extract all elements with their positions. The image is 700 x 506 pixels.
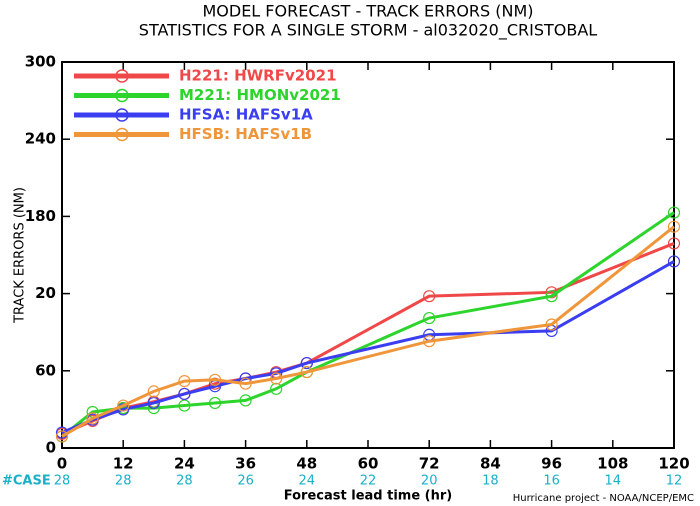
data-point bbox=[270, 372, 283, 385]
y-tick-label: 20 bbox=[35, 284, 56, 302]
case-label: #CASE bbox=[2, 474, 51, 489]
data-point bbox=[147, 385, 160, 398]
case-count: 16 bbox=[543, 474, 560, 489]
case-count: 28 bbox=[176, 474, 193, 489]
case-count: 18 bbox=[482, 474, 499, 489]
legend-label: M221: HMONv2021 bbox=[179, 86, 341, 104]
case-count: 28 bbox=[54, 474, 71, 489]
y-tick-label: 0 bbox=[46, 439, 56, 457]
data-point bbox=[178, 374, 191, 388]
series-line bbox=[61, 242, 675, 436]
data-point bbox=[667, 237, 681, 250]
legend-marker bbox=[115, 108, 129, 122]
x-tick-label: 0 bbox=[57, 455, 67, 473]
footer: Hurricane project - NOAA/NCEP/EMC bbox=[513, 493, 694, 504]
data-point bbox=[545, 290, 558, 303]
data-point bbox=[239, 394, 252, 407]
x-tick-label: 36 bbox=[235, 455, 256, 473]
data-point bbox=[423, 290, 436, 303]
chart-title: MODEL FORECAST - TRACK ERRORS (NM) bbox=[202, 2, 533, 21]
x-tick-label: 60 bbox=[358, 455, 379, 473]
x-tick-label: 72 bbox=[419, 455, 440, 473]
y-tick-label: 240 bbox=[25, 130, 56, 148]
data-point bbox=[667, 220, 681, 233]
data-point bbox=[667, 206, 681, 219]
x-tick-label: 108 bbox=[597, 455, 628, 473]
y-tick-label: 60 bbox=[35, 361, 56, 379]
data-point bbox=[239, 377, 252, 390]
x-tick-label: 96 bbox=[541, 455, 562, 473]
x-tick-label: 84 bbox=[480, 455, 501, 473]
chart-subtitle: STATISTICS FOR A SINGLE STORM - al032020… bbox=[139, 21, 598, 41]
legend-marker bbox=[115, 88, 129, 103]
legend-label: HFSB: HAFSv1B bbox=[179, 125, 312, 143]
data-point bbox=[300, 365, 313, 379]
case-count: 28 bbox=[115, 474, 132, 489]
x-axis-label: Forecast lead time (hr) bbox=[284, 489, 452, 504]
data-point bbox=[86, 412, 99, 425]
legend-label: HFSA: HAFSv1A bbox=[179, 106, 313, 124]
y-tick-label: 300 bbox=[25, 53, 56, 71]
case-count: 24 bbox=[299, 474, 316, 489]
case-count: 26 bbox=[237, 474, 254, 489]
case-count: 20 bbox=[421, 474, 438, 489]
data-point bbox=[545, 318, 558, 331]
data-point bbox=[300, 356, 313, 370]
x-tick-label: 12 bbox=[113, 455, 134, 473]
data-point bbox=[208, 373, 222, 386]
data-point bbox=[270, 382, 283, 395]
series-line bbox=[61, 225, 675, 438]
data-point bbox=[208, 396, 222, 410]
x-tick-label: 120 bbox=[658, 455, 689, 473]
legend-marker bbox=[115, 127, 129, 142]
data-point bbox=[423, 311, 436, 325]
data-point bbox=[178, 387, 191, 401]
data-point bbox=[117, 399, 130, 412]
data-point bbox=[55, 430, 69, 443]
y-tick-label: 180 bbox=[25, 207, 56, 225]
data-point bbox=[667, 255, 681, 268]
case-count: 14 bbox=[605, 474, 622, 489]
y-axis-label: TRACK ERRORS (NM) bbox=[13, 187, 28, 324]
case-count: 12 bbox=[666, 474, 683, 489]
x-tick-label: 24 bbox=[174, 455, 195, 473]
legend-marker bbox=[115, 69, 129, 83]
x-tick-label: 48 bbox=[296, 455, 317, 473]
case-count: 22 bbox=[360, 474, 377, 489]
legend-label: H221: HWRFv2021 bbox=[179, 67, 337, 85]
data-point bbox=[423, 335, 436, 348]
